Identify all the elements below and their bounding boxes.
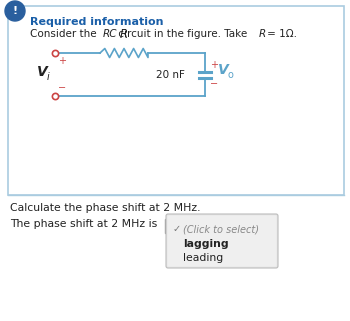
Text: −: − <box>210 79 218 89</box>
Text: !: ! <box>13 6 18 16</box>
Text: The phase shift at 2 MHz is: The phase shift at 2 MHz is <box>10 219 157 229</box>
FancyBboxPatch shape <box>165 219 223 233</box>
Text: Calculate the phase shift at 2 MHz.: Calculate the phase shift at 2 MHz. <box>10 203 201 213</box>
Text: V: V <box>218 64 229 77</box>
Text: +: + <box>210 59 218 70</box>
Text: V: V <box>37 65 48 80</box>
Text: Required information: Required information <box>30 17 163 27</box>
FancyBboxPatch shape <box>8 6 344 195</box>
Text: = 1Ω.: = 1Ω. <box>265 29 297 39</box>
Text: leading: leading <box>183 253 223 263</box>
Text: RC: RC <box>103 29 118 39</box>
FancyBboxPatch shape <box>166 214 278 268</box>
Text: −: − <box>58 83 66 93</box>
Circle shape <box>5 1 25 21</box>
Text: ✓: ✓ <box>173 224 181 234</box>
Text: (Click to select): (Click to select) <box>183 224 259 234</box>
Text: o: o <box>228 71 234 81</box>
Text: +: + <box>58 56 66 66</box>
Text: circuit in the figure. Take: circuit in the figure. Take <box>115 29 251 39</box>
FancyBboxPatch shape <box>168 215 276 266</box>
Text: i: i <box>47 73 50 82</box>
Text: lagging: lagging <box>183 239 229 249</box>
Text: R: R <box>259 29 266 39</box>
Text: Consider the: Consider the <box>30 29 100 39</box>
Text: 20 nF: 20 nF <box>156 70 185 80</box>
Text: R: R <box>120 28 128 41</box>
